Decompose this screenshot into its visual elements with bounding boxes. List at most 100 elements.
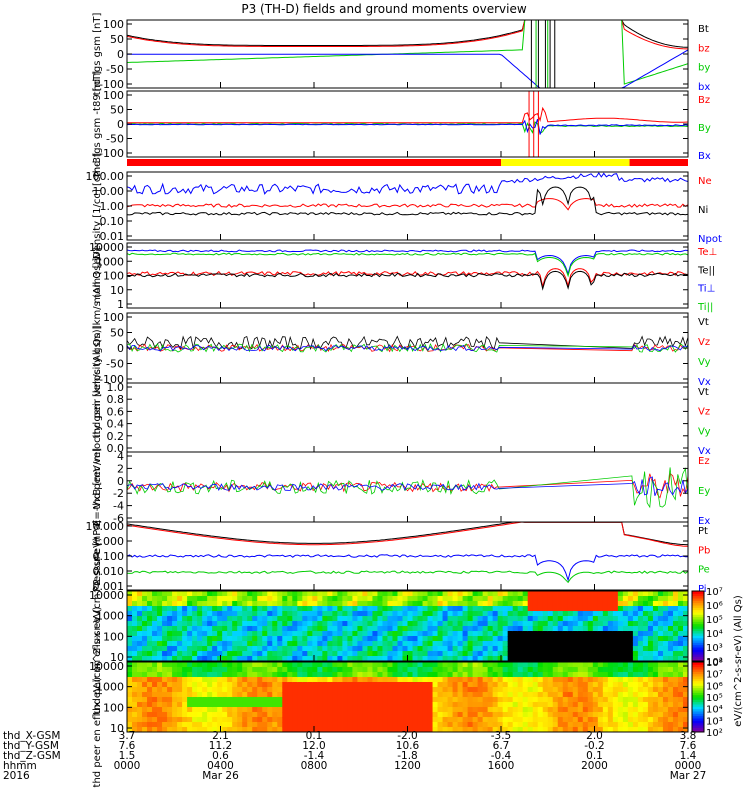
heatmap-cell	[342, 631, 348, 637]
heatmap-cell	[352, 591, 358, 597]
heatmap-cell	[282, 591, 288, 597]
heatmap-cell	[187, 656, 193, 662]
heatmap-cell	[192, 611, 198, 617]
heatmap-cell	[592, 672, 599, 678]
heatmap-cell	[377, 626, 383, 632]
heatmap-cell	[582, 692, 589, 698]
heatmap-cell	[547, 636, 554, 642]
heatmap-cell	[432, 631, 439, 637]
heatmap-cell	[272, 601, 278, 607]
heatmap-cell	[357, 621, 363, 627]
heatmap-cell	[637, 636, 644, 642]
heatmap-cell	[517, 667, 524, 673]
heatmap-cell	[227, 651, 233, 657]
heatmap-cell	[427, 677, 434, 683]
heatmap-cell	[437, 626, 444, 632]
heatmap-cell	[237, 687, 243, 693]
heatmap-cell	[362, 656, 368, 662]
heatmap-cell	[552, 591, 559, 597]
heatmap-cell	[677, 651, 684, 657]
heatmap-cell	[412, 621, 419, 627]
heatmap-cell	[292, 687, 298, 693]
heatmap-cell	[447, 616, 454, 622]
heatmap-cell	[487, 621, 494, 627]
heatmap-cell	[237, 727, 243, 733]
heatmap-cell	[297, 722, 303, 728]
heatmap-cell	[152, 672, 158, 678]
heatmap-cell	[627, 636, 634, 642]
heatmap-cell	[392, 727, 398, 733]
heatmap-cell	[352, 702, 358, 708]
colorbar-step	[692, 711, 704, 714]
heatmap-cell	[237, 672, 243, 678]
y-tick-label: 10000	[89, 589, 124, 602]
heatmap-cell	[647, 631, 654, 637]
heatmap-cell	[212, 636, 218, 642]
heatmap-cell	[472, 682, 479, 688]
heatmap-cell	[462, 662, 469, 668]
heatmap-cell	[432, 677, 439, 683]
heatmap-cell	[517, 636, 524, 642]
heatmap-cell	[522, 591, 529, 597]
heatmap-cell	[612, 687, 619, 693]
heatmap-cell	[577, 702, 584, 708]
heatmap-cell	[257, 636, 263, 642]
heatmap-cell	[207, 677, 213, 683]
heatmap-cell	[577, 707, 584, 713]
heatmap-cell	[307, 722, 313, 728]
heatmap-cell	[647, 667, 654, 673]
heatmap-cell	[637, 611, 644, 617]
legend-Vt: Vt	[698, 387, 709, 398]
heatmap-cell	[212, 702, 218, 708]
heatmap-cell	[342, 707, 348, 713]
heatmap-cell	[282, 682, 288, 688]
heatmap-cell	[237, 697, 243, 703]
heatmap-cell	[237, 677, 243, 683]
heatmap-cell	[477, 601, 484, 607]
heatmap-cell	[532, 727, 539, 733]
heatmap-cell	[437, 717, 444, 723]
heatmap-cell	[302, 672, 308, 678]
heatmap-cell	[137, 611, 143, 617]
heatmap-cell	[152, 636, 158, 642]
legend-Npot: Npot	[698, 234, 722, 245]
heatmap-cell	[162, 601, 168, 607]
y-tick-label: 1	[117, 298, 124, 311]
heatmap-cell	[562, 702, 569, 708]
heatmap-cell	[662, 672, 669, 678]
heatmap-cell	[532, 621, 539, 627]
heatmap-cell	[592, 656, 599, 662]
heatmap-cell	[227, 662, 233, 668]
heatmap-cell	[187, 601, 193, 607]
heatmap-cell	[657, 717, 664, 723]
heatmap-cell	[192, 692, 198, 698]
heatmap-cell	[327, 692, 333, 698]
heatmap-cell	[357, 626, 363, 632]
heatmap-cell	[212, 641, 218, 647]
heatmap-cell	[232, 611, 238, 617]
heatmap-cell	[582, 712, 589, 718]
heatmap-cell	[677, 722, 684, 728]
heatmap-cell	[592, 712, 599, 718]
heatmap-cell	[397, 722, 403, 728]
heatmap-cell	[262, 631, 268, 637]
heatmap-cell	[162, 626, 168, 632]
heatmap-cell	[497, 616, 504, 622]
heatmap-cell	[622, 651, 629, 657]
heatmap-cell	[557, 687, 564, 693]
heatmap-cell	[632, 651, 639, 657]
heatmap-cell	[232, 651, 238, 657]
legend-Pi: Pi	[698, 584, 707, 595]
heatmap-cell	[467, 687, 474, 693]
heatmap-cell	[442, 672, 449, 678]
heatmap-cell	[307, 677, 313, 683]
colorbar-step	[692, 683, 704, 686]
heatmap-cell	[522, 601, 529, 607]
heatmap-cell	[187, 702, 193, 708]
heatmap-cell	[417, 651, 424, 657]
heatmap-cell	[647, 616, 654, 622]
heatmap-cell	[272, 651, 278, 657]
heatmap-cell	[627, 596, 634, 602]
heatmap-cell	[372, 631, 378, 637]
heatmap-cell	[377, 702, 383, 708]
